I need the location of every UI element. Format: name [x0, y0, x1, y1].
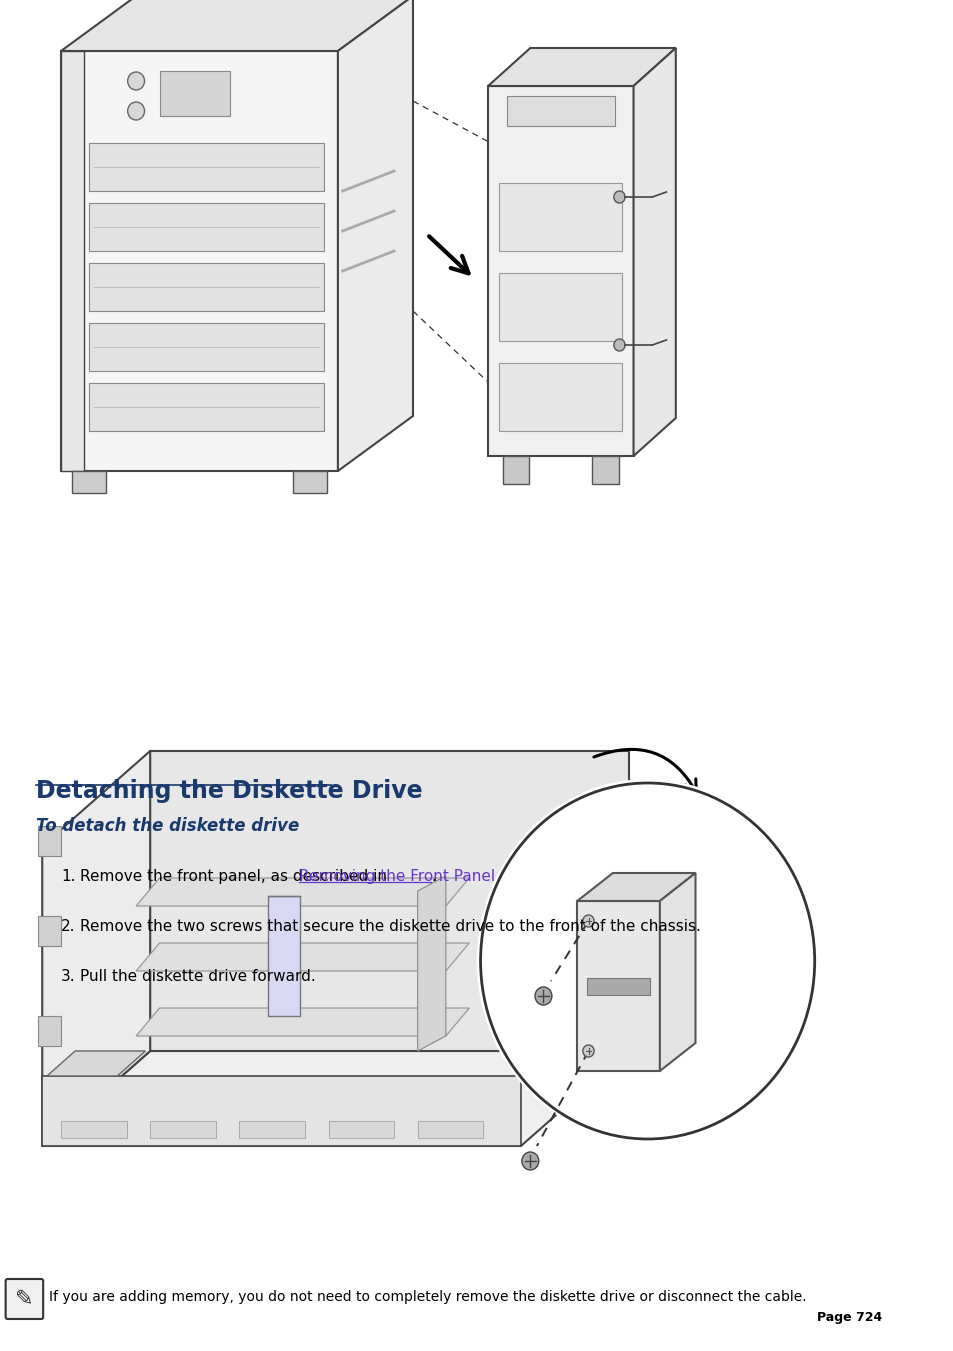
- Circle shape: [613, 339, 624, 351]
- Circle shape: [476, 780, 818, 1143]
- Polygon shape: [37, 825, 61, 857]
- Text: Remove the two screws that secure the diskette drive to the front of the chassis: Remove the two screws that secure the di…: [80, 919, 700, 934]
- Text: Page 724: Page 724: [816, 1310, 882, 1324]
- Polygon shape: [89, 382, 323, 431]
- Text: Removing the Front Panel: Removing the Front Panel: [299, 869, 495, 884]
- Polygon shape: [61, 51, 85, 471]
- Polygon shape: [159, 72, 230, 116]
- Polygon shape: [506, 96, 614, 126]
- Text: Remove the front panel, as described in: Remove the front panel, as described in: [80, 869, 392, 884]
- Polygon shape: [42, 751, 150, 1146]
- Polygon shape: [577, 873, 695, 901]
- Polygon shape: [37, 1016, 61, 1046]
- Text: Detaching the Diskette Drive: Detaching the Diskette Drive: [35, 780, 422, 802]
- Circle shape: [128, 101, 145, 120]
- Text: .: .: [431, 869, 436, 884]
- Polygon shape: [488, 49, 675, 86]
- Text: Pull the diskette drive forward.: Pull the diskette drive forward.: [80, 969, 315, 984]
- Polygon shape: [417, 1121, 483, 1138]
- Polygon shape: [136, 878, 469, 907]
- Text: 3.: 3.: [61, 969, 75, 984]
- Polygon shape: [293, 471, 326, 493]
- Polygon shape: [150, 1121, 215, 1138]
- Polygon shape: [239, 1121, 305, 1138]
- Polygon shape: [498, 363, 621, 431]
- Circle shape: [535, 988, 552, 1005]
- Polygon shape: [488, 86, 633, 457]
- Text: If you are adding memory, you do not need to completely remove the diskette driv: If you are adding memory, you do not nee…: [49, 1290, 805, 1304]
- Polygon shape: [89, 143, 323, 190]
- Polygon shape: [61, 51, 337, 471]
- Polygon shape: [42, 1075, 520, 1146]
- Polygon shape: [498, 273, 621, 340]
- Polygon shape: [89, 263, 323, 311]
- Circle shape: [582, 1046, 594, 1056]
- Circle shape: [613, 190, 624, 203]
- Polygon shape: [42, 1051, 628, 1146]
- Polygon shape: [417, 875, 445, 1051]
- Circle shape: [521, 1152, 538, 1170]
- Polygon shape: [659, 873, 695, 1071]
- Polygon shape: [37, 916, 61, 946]
- Polygon shape: [633, 49, 675, 457]
- Polygon shape: [267, 896, 300, 1016]
- Text: To detach the diskette drive: To detach the diskette drive: [35, 817, 298, 835]
- Polygon shape: [89, 203, 323, 251]
- Polygon shape: [328, 1121, 394, 1138]
- Polygon shape: [586, 978, 650, 994]
- Polygon shape: [150, 751, 628, 1051]
- Circle shape: [582, 915, 594, 927]
- Polygon shape: [592, 457, 618, 484]
- Polygon shape: [577, 901, 659, 1071]
- Polygon shape: [47, 1051, 145, 1075]
- Text: 2.: 2.: [61, 919, 75, 934]
- Polygon shape: [136, 943, 469, 971]
- Polygon shape: [136, 1008, 469, 1036]
- Text: ✎: ✎: [15, 1289, 33, 1309]
- Polygon shape: [337, 0, 413, 471]
- Polygon shape: [72, 471, 106, 493]
- Polygon shape: [61, 1121, 127, 1138]
- Polygon shape: [61, 0, 413, 51]
- Polygon shape: [89, 323, 323, 372]
- FancyBboxPatch shape: [6, 1279, 43, 1319]
- Polygon shape: [502, 457, 529, 484]
- Text: 1.: 1.: [61, 869, 75, 884]
- Polygon shape: [498, 182, 621, 251]
- Circle shape: [128, 72, 145, 91]
